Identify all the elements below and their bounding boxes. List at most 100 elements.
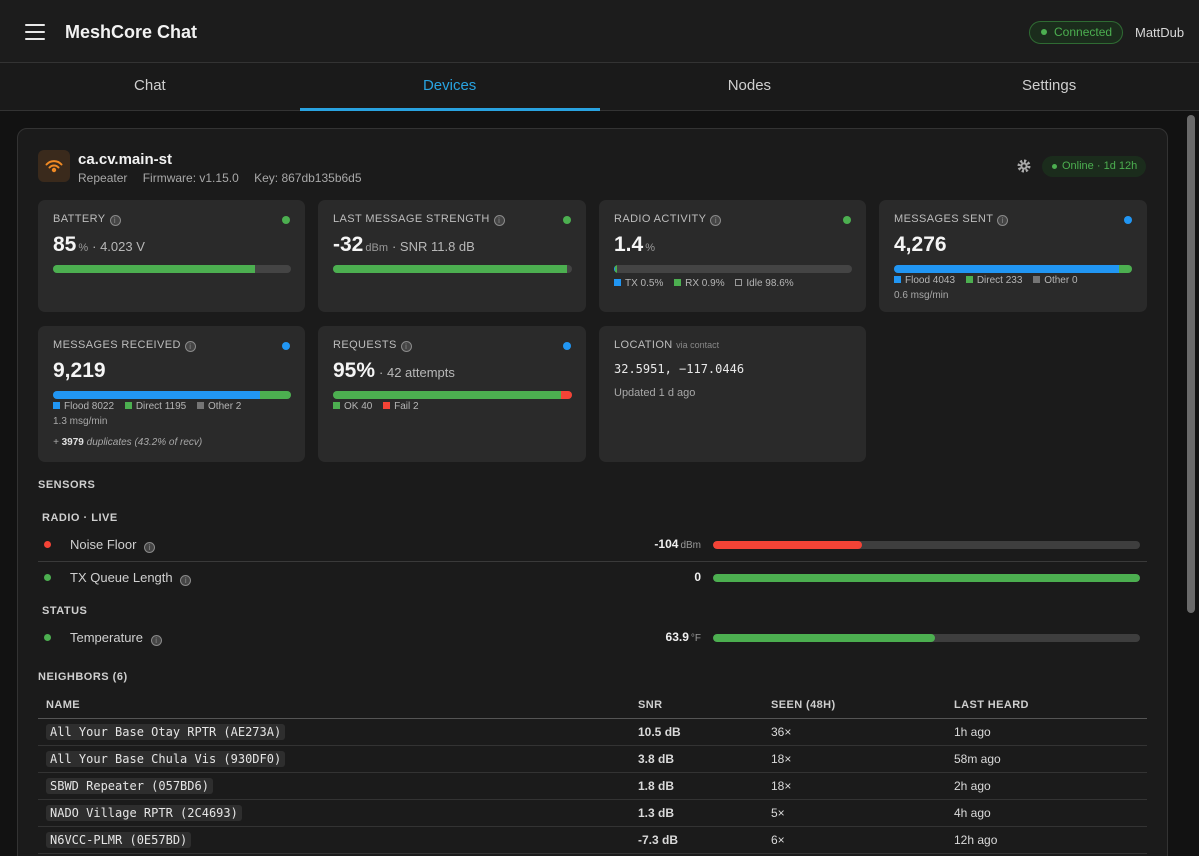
status-dot-icon bbox=[44, 634, 51, 641]
tab-nodes[interactable]: Nodes bbox=[727, 77, 772, 94]
neighbor-last-heard: 4h ago bbox=[946, 799, 1147, 827]
online-status-badge: Online · 1d 12h bbox=[1042, 156, 1146, 177]
neighbor-name: All Your Base Otay RPTR (AE273A) bbox=[38, 718, 630, 746]
device-key: Key: 867db135b6d5 bbox=[254, 171, 362, 185]
radio-live-heading: RADIO · LIVE bbox=[42, 512, 118, 524]
column-header[interactable]: NAME bbox=[38, 692, 630, 719]
neighbor-seen: 5× bbox=[763, 799, 946, 827]
battery-unit: % bbox=[78, 242, 89, 254]
table-row[interactable]: All Your Base Chula Vis (930DF0) 3.8 dB … bbox=[38, 745, 1147, 773]
dup-suffix: duplicates (43.2% of recv) bbox=[83, 437, 203, 448]
app-bar: MeshCore Chat Connected MattDub bbox=[0, 0, 1199, 63]
received-bar bbox=[53, 391, 291, 399]
device-firmware: Firmware: v1.15.0 bbox=[142, 171, 239, 185]
requests-card: REQUESTS i 95% · 42 attempts OK 40 Fail 2 bbox=[318, 326, 586, 462]
requests-legend: OK 40 Fail 2 bbox=[333, 401, 427, 412]
info-icon[interactable]: i bbox=[184, 341, 196, 352]
info-icon[interactable]: i bbox=[997, 215, 1009, 226]
table-row[interactable]: NADO Village RPTR (2C4693) 1.3 dB 5× 4h … bbox=[38, 799, 1147, 827]
rx-label: RX 0.9% bbox=[685, 278, 725, 289]
table-header-row: NAME SNR SEEN (48H) LAST HEARD bbox=[38, 692, 1147, 719]
username[interactable]: MattDub bbox=[1135, 25, 1185, 40]
column-header[interactable]: LAST HEARD bbox=[946, 692, 1147, 719]
neighbor-name: SBWD Repeater (057BD6) bbox=[38, 772, 630, 800]
received-rate: 1.3 msg/min bbox=[53, 416, 108, 427]
status-dot-icon bbox=[1124, 216, 1132, 224]
neighbor-last-heard: 58m ago bbox=[946, 745, 1147, 773]
sensor-bar bbox=[713, 541, 1140, 549]
device-type: Repeater bbox=[78, 171, 128, 185]
card-title: LOCATION via contact bbox=[614, 339, 720, 351]
neighbor-snr: 1.3 dB bbox=[630, 799, 763, 827]
dup-count: 3979 bbox=[61, 437, 84, 448]
info-icon[interactable]: i bbox=[109, 215, 121, 226]
gear-icon[interactable] bbox=[1016, 158, 1032, 174]
signal-value: -32 bbox=[333, 233, 364, 256]
info-icon[interactable]: i bbox=[493, 215, 505, 226]
duplicates-note: + 3979 duplicates (43.2% of recv) bbox=[53, 437, 202, 448]
status-dot-icon bbox=[1052, 164, 1057, 169]
tab-chat[interactable]: Chat bbox=[134, 77, 166, 94]
column-header[interactable]: SNR bbox=[630, 692, 763, 719]
table-row[interactable]: N6VCC-PLMR (0E57BD) -7.3 dB 6× 12h ago bbox=[38, 826, 1147, 854]
scrollbar-thumb[interactable] bbox=[1187, 115, 1195, 613]
card-title: BATTERY i bbox=[53, 213, 121, 226]
neighbor-name: NADO Village RPTR (2C4693) bbox=[38, 799, 630, 827]
neighbor-seen: 18× bbox=[763, 772, 946, 800]
other-label: Other 0 bbox=[1044, 275, 1078, 286]
location-card: LOCATION via contact 32.5951, −117.0446 … bbox=[599, 326, 866, 462]
card-title: MESSAGES SENT i bbox=[894, 213, 1009, 226]
neighbor-name: All Your Base Chula Vis (930DF0) bbox=[38, 745, 630, 773]
tx-label: TX 0.5% bbox=[625, 278, 664, 289]
sent-legend: Flood 4043 Direct 233 Other 0 bbox=[894, 275, 1086, 286]
tab-devices[interactable]: Devices bbox=[299, 63, 600, 111]
radio-bar bbox=[614, 265, 852, 273]
info-icon[interactable]: i bbox=[180, 575, 192, 586]
sensor-name: Noise Floor i bbox=[70, 537, 156, 553]
dup-prefix: + bbox=[53, 437, 62, 448]
device-meta: Repeater Firmware: v1.15.0 Key: 867db135… bbox=[78, 171, 374, 185]
tab-settings[interactable]: Settings bbox=[1022, 77, 1077, 94]
signal-card: LAST MESSAGE STRENGTH i -32 dBm · SNR 11.8 … bbox=[318, 200, 586, 312]
card-title: MESSAGES RECEIVED i bbox=[53, 339, 196, 352]
status-dot-icon bbox=[1041, 29, 1047, 35]
flood-label: Flood 8022 bbox=[64, 401, 115, 412]
hamburger-menu-icon[interactable] bbox=[25, 24, 45, 40]
tab-bar: Chat Devices Nodes Settings bbox=[0, 63, 1199, 111]
radio-legend: TX 0.5% RX 0.9% Idle 98.6% bbox=[614, 278, 802, 289]
status-dot-icon bbox=[44, 574, 51, 581]
online-status-label: Online · 1d 12h bbox=[1062, 160, 1138, 172]
requests-attempts: · 42 attempts bbox=[379, 365, 455, 380]
card-title: RADIO ACTIVITY i bbox=[614, 213, 722, 226]
sent-bar bbox=[894, 265, 1132, 273]
info-icon[interactable]: i bbox=[150, 635, 162, 646]
neighbor-last-heard: 1h ago bbox=[946, 718, 1147, 746]
neighbor-last-heard: 12h ago bbox=[946, 826, 1147, 854]
sensor-value: -104 dBm bbox=[654, 537, 701, 551]
connection-status-badge: Connected bbox=[1029, 21, 1123, 44]
info-icon[interactable]: i bbox=[400, 341, 412, 352]
neighbor-snr: -7.3 dB bbox=[630, 826, 763, 854]
location-coords[interactable]: 32.5951, −117.0446 bbox=[614, 362, 745, 376]
column-header[interactable]: SEEN (48H) bbox=[763, 692, 946, 719]
table-row[interactable]: SBWD Repeater (057BD6) 1.8 dB 18× 2h ago bbox=[38, 772, 1147, 800]
neighbor-snr: 10.5 dB bbox=[630, 718, 763, 746]
ok-label: OK 40 bbox=[344, 401, 373, 412]
requests-bar bbox=[333, 391, 572, 399]
info-icon[interactable]: i bbox=[710, 215, 722, 226]
received-value: 9,219 bbox=[53, 359, 106, 382]
info-icon[interactable]: i bbox=[144, 542, 156, 553]
card-title: REQUESTS i bbox=[333, 339, 412, 352]
status-dot-icon bbox=[563, 342, 571, 350]
table-row[interactable]: All Your Base Otay RPTR (AE273A) 10.5 dB… bbox=[38, 718, 1147, 746]
neighbors-heading: NEIGHBORS (6) bbox=[38, 671, 128, 683]
fail-label: Fail 2 bbox=[394, 401, 419, 412]
status-dot-icon bbox=[563, 216, 571, 224]
neighbor-seen: 6× bbox=[763, 826, 946, 854]
sensor-row-temperature: Temperature i 63.9 °F bbox=[38, 622, 1147, 652]
messages-sent-card: MESSAGES SENT i 4,276 Flood 4043 Direct 2… bbox=[879, 200, 1147, 312]
other-label: Other 2 bbox=[208, 401, 242, 412]
sensor-name: Temperature i bbox=[70, 630, 162, 646]
location-updated: Updated 1 d ago bbox=[614, 387, 696, 399]
sensor-bar bbox=[713, 574, 1140, 582]
